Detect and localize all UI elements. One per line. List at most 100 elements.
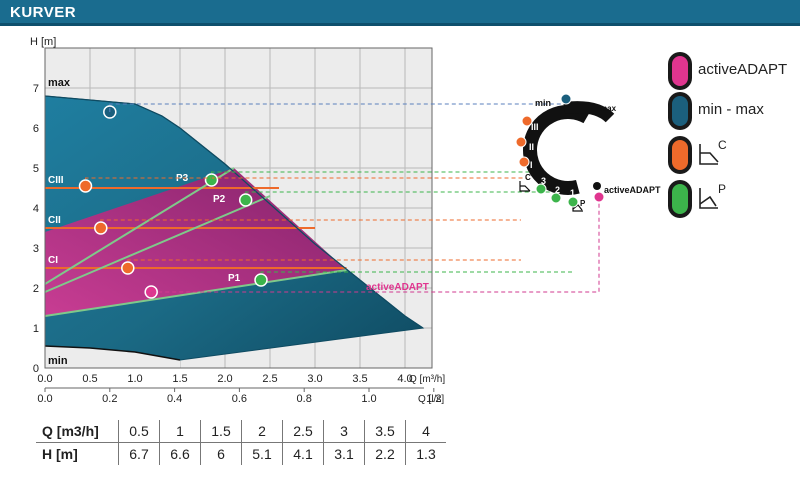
dial-setting-dot bbox=[521, 115, 533, 127]
table-row-q: Q [m3/h] 0.5 1 1.5 2 2.5 3 3.5 4 bbox=[36, 420, 446, 443]
x-tick-label: 0.0 bbox=[37, 373, 52, 385]
y-axis-label: H [m] bbox=[30, 36, 56, 48]
legend-activeadapt-icon bbox=[668, 52, 692, 90]
table-cell: 2 bbox=[241, 420, 283, 443]
x2-axis-label: Q [l/s] bbox=[418, 394, 444, 405]
table-cell: 3.5 bbox=[364, 420, 406, 443]
table-cell: 4 bbox=[405, 420, 446, 443]
legend-item-activeadapt: activeADAPT bbox=[668, 52, 793, 92]
min-label: min bbox=[48, 355, 68, 367]
x2-tick-label: 0.4 bbox=[167, 393, 182, 405]
table-cell: 1 bbox=[159, 420, 201, 443]
legend-min-max-icon bbox=[668, 92, 692, 130]
constant-pressure-icon bbox=[699, 144, 719, 165]
leader-line bbox=[245, 191, 555, 200]
x2-tick-label: 1.0 bbox=[361, 393, 376, 405]
table-cell: 3.1 bbox=[323, 442, 365, 465]
x-tick-label: 3.5 bbox=[352, 373, 367, 385]
legend-sup-p: P bbox=[718, 182, 727, 196]
legend-sup-c: C bbox=[718, 138, 727, 152]
dial-c-letter: C bbox=[525, 173, 531, 182]
dial-setting-dot bbox=[515, 136, 527, 148]
dial-roman-3: I bbox=[530, 160, 533, 170]
proportional-line-p1 bbox=[44, 269, 347, 317]
dial-setting-dot bbox=[518, 156, 530, 168]
leader-line bbox=[211, 171, 540, 180]
table-cell: 1.5 bbox=[200, 420, 242, 443]
y-tick-label: 6 bbox=[33, 123, 39, 135]
legend-label-activeadapt: activeADAPT bbox=[698, 61, 788, 78]
x-tick-label: 4.0 bbox=[397, 373, 412, 385]
leader-line bbox=[109, 103, 566, 112]
table-header-q: Q [m3/h] bbox=[36, 420, 119, 443]
dial-number-2: 2 bbox=[555, 185, 560, 195]
x-axis-label: Q [m³/h] bbox=[409, 374, 445, 385]
table-cell: 1.3 bbox=[405, 442, 446, 465]
table-cell: 4.1 bbox=[282, 442, 324, 465]
cii-label: CII bbox=[48, 215, 61, 226]
y-tick-label: 3 bbox=[33, 243, 39, 255]
table-cell: 6.6 bbox=[159, 442, 201, 465]
y-tick-label: 2 bbox=[33, 283, 39, 295]
x-tick-label: 1.5 bbox=[172, 373, 187, 385]
header-bar: KURVER bbox=[0, 0, 800, 26]
x2-tick-label: 1.2 bbox=[426, 393, 441, 405]
page-title: KURVER bbox=[10, 4, 77, 21]
dial-constant-icon bbox=[519, 181, 531, 192]
plot-frame bbox=[44, 47, 433, 369]
dial-setting-dot bbox=[593, 191, 605, 203]
table-header-h: H [m] bbox=[42, 446, 78, 462]
dial-top-arm bbox=[563, 101, 615, 123]
p2-label: P2 bbox=[213, 194, 226, 205]
ci-label: CI bbox=[48, 255, 58, 266]
flow-head-table: Q [m3/h] 0.5 1 1.5 2 2.5 3 3.5 4 H [m] 6… bbox=[36, 420, 446, 465]
legend-constant-pressure-icon bbox=[668, 136, 692, 174]
proportional-line-p2 bbox=[44, 195, 271, 293]
proportional-pressure-icon bbox=[699, 188, 718, 209]
dial-number-3: 1 bbox=[570, 188, 575, 198]
x-tick-label: 2.0 bbox=[217, 373, 232, 385]
dial-activeadapt-marker bbox=[593, 182, 601, 190]
dial-roman-2: II bbox=[529, 142, 534, 152]
min-curve bbox=[44, 345, 181, 361]
p3-label: P3 bbox=[176, 173, 189, 184]
below-min-area bbox=[45, 346, 180, 368]
x2-tick-label: 0.0 bbox=[37, 393, 52, 405]
dial-min-label: min bbox=[535, 98, 551, 108]
legend-item-constant-pressure: C bbox=[668, 136, 793, 176]
table-cell: 5.1 bbox=[241, 442, 283, 465]
table-cell: 2.2 bbox=[364, 442, 406, 465]
y-tick-label: 5 bbox=[33, 163, 39, 175]
x-tick-label: 2.5 bbox=[262, 373, 277, 385]
legend-proportional-pressure-icon bbox=[668, 180, 692, 218]
dial-setting-dot bbox=[560, 93, 572, 105]
table-row-h: H [m] 6.7 6.6 6 5.1 4.1 3.1 2.2 1.3 bbox=[36, 442, 446, 465]
ciii-label: CIII bbox=[48, 175, 64, 186]
y-tick-label: 7 bbox=[33, 83, 39, 95]
control-dial bbox=[523, 105, 591, 195]
leader-line bbox=[150, 197, 600, 296]
dial-number-1: 3 bbox=[541, 176, 546, 186]
dial-p-letter: P bbox=[580, 199, 586, 208]
table-cell: 6 bbox=[200, 442, 242, 465]
y-tick-label: 1 bbox=[33, 323, 39, 335]
x-tick-label: 0.5 bbox=[82, 373, 97, 385]
legend-item-proportional-pressure: P bbox=[668, 180, 793, 220]
leader-line bbox=[100, 219, 521, 228]
x2-tick-label: 0.2 bbox=[102, 393, 117, 405]
activeadapt-chart-label: activeADAPT bbox=[366, 282, 429, 293]
x-tick-label: 1.0 bbox=[127, 373, 142, 385]
table-cell: 0.5 bbox=[118, 420, 160, 443]
dial-roman-1: III bbox=[531, 122, 539, 132]
dial-setting-dot bbox=[567, 196, 579, 208]
dial-setting-dot bbox=[535, 183, 547, 195]
dial-setting-dot bbox=[550, 192, 562, 204]
dial-activeadapt-label: activeADAPT bbox=[604, 185, 661, 195]
y-tick-label: 4 bbox=[33, 203, 39, 215]
dial-max-label: max bbox=[600, 104, 617, 113]
legend-label-min-max: min - max bbox=[698, 101, 764, 118]
x2-tick-label: 0.8 bbox=[297, 393, 312, 405]
table-cell: 3 bbox=[323, 420, 365, 443]
y-tick-label: 0 bbox=[33, 363, 39, 375]
